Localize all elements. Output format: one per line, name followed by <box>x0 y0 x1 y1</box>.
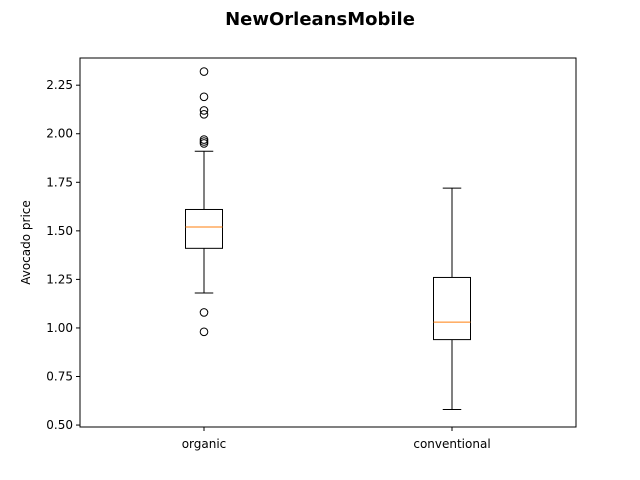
x-tick-label: conventional <box>413 437 490 451</box>
y-axis: 0.50 0.75 1.00 1.25 1.50 1.75 2.00 2.25 <box>46 78 80 432</box>
x-tick-label: organic <box>182 437 227 451</box>
outlier-point <box>199 327 209 337</box>
y-tick-label: 0.50 <box>46 418 73 432</box>
interquartile-box <box>433 276 471 341</box>
y-axis-label: Avocado price <box>19 200 33 285</box>
y-tick-label: 1.75 <box>46 175 73 189</box>
chart-title: NewOrleansMobile <box>225 9 415 30</box>
x-axis: organic conventional <box>182 427 491 451</box>
y-tick-label: 1.00 <box>46 321 73 335</box>
box-series <box>185 67 471 411</box>
y-tick-label: 2.00 <box>46 127 73 141</box>
outlier-point <box>199 106 209 115</box>
outlier-point <box>199 308 209 317</box>
y-tick-label: 0.75 <box>46 370 73 384</box>
interquartile-box <box>185 208 223 249</box>
y-tick-label: 2.25 <box>46 78 73 92</box>
box-conventional <box>433 187 471 411</box>
y-tick-label: 1.25 <box>46 272 73 286</box>
plot-area <box>79 57 577 428</box>
outlier-point <box>199 92 209 102</box>
y-tick-label: 1.50 <box>46 224 73 238</box>
outlier-point <box>199 67 209 76</box>
outlier-point <box>199 110 209 119</box>
outlier-point <box>199 135 209 144</box>
box-organic <box>185 67 223 337</box>
